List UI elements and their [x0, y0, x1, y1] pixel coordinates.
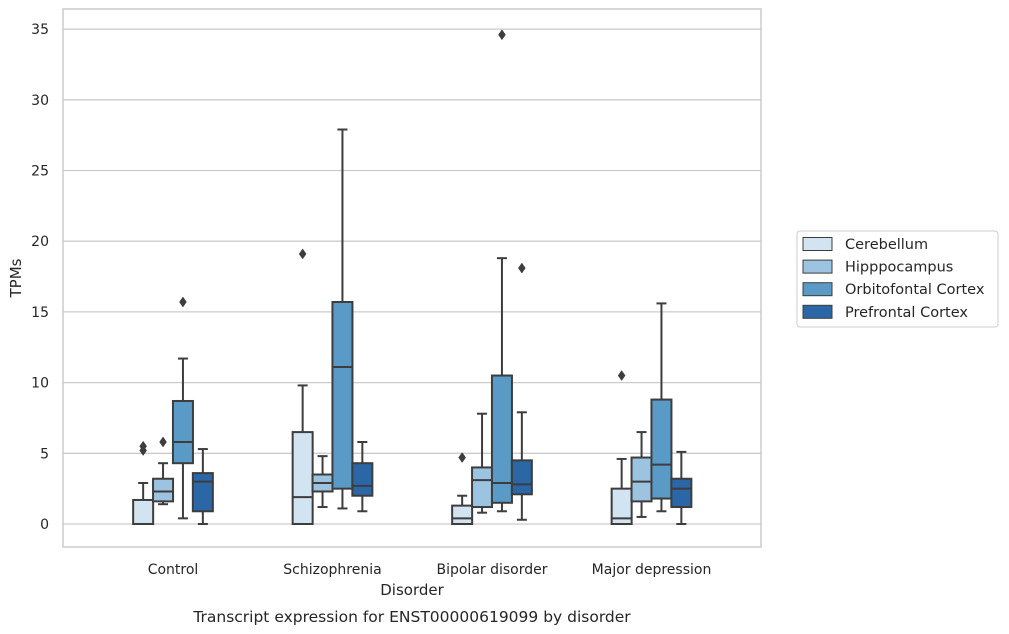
box-body [351, 462, 374, 497]
box-3-0 [191, 448, 214, 525]
legend-swatch-2 [802, 282, 833, 297]
legend-label-3: Prefrontal Cortex [845, 305, 968, 321]
box-body [630, 456, 653, 503]
plot-frame [62, 8, 762, 548]
box-1-1 [311, 455, 334, 509]
y-axis-ticks: 0 5 10 15 20 25 30 35 [31, 22, 49, 533]
x-axis-ticks: Control Schizophrenia Bipolar disorder Majo… [148, 562, 712, 578]
box-1-2 [471, 412, 494, 514]
y-tick-label-1: 5 [40, 446, 49, 462]
box-body [451, 504, 474, 526]
outlier-0 [498, 29, 506, 41]
legend-swatch-3 [802, 304, 833, 319]
box-body [610, 487, 633, 525]
box-3-1 [351, 440, 374, 513]
box-1-3 [630, 431, 653, 518]
box-0-0 [132, 440, 155, 526]
boxplots [132, 29, 693, 526]
legend-swatch-1 [802, 259, 833, 274]
outlier-0 [179, 296, 187, 308]
box-0-3 [610, 370, 633, 525]
legend-swatch-0 [802, 237, 833, 251]
box-body [650, 398, 673, 500]
y-tick-label-5: 25 [31, 164, 49, 180]
outlier-0 [518, 262, 526, 274]
box-body [291, 431, 314, 525]
box-2-2 [490, 29, 513, 513]
outlier-1 [139, 440, 147, 452]
box-3-3 [670, 450, 693, 525]
legend-label-0: Cerebellum [845, 237, 928, 253]
x-tick-label-2: Bipolar disorder [436, 562, 547, 578]
outlier-0 [617, 370, 626, 381]
y-axis-label: TPMs [7, 258, 25, 298]
x-tick-label-1: Schizophrenia [283, 562, 381, 578]
outlier-0 [458, 452, 466, 463]
box-body [191, 472, 214, 513]
box-0-1 [291, 248, 314, 525]
box-body [171, 399, 194, 465]
box-0-2 [451, 452, 474, 526]
box-2-3 [650, 302, 673, 513]
outlier-0 [298, 248, 307, 260]
box-body [490, 374, 513, 504]
box-body [510, 459, 533, 496]
x-axis-label: Disorder [380, 581, 444, 599]
legend: Cerebellum Hipppocampus Orbitofontal Corte… [796, 230, 999, 328]
y-tick-label-6: 30 [31, 93, 49, 109]
chart-caption: Transcript expression for ENST0000061909… [192, 608, 631, 626]
box-3-2 [510, 262, 533, 521]
legend-label-2: Orbitofontal Cortex [845, 282, 985, 298]
outlier-0 [159, 436, 167, 448]
box-body [670, 477, 693, 509]
x-tick-label-3: Major depression [592, 562, 712, 578]
box-body [471, 466, 494, 509]
box-2-1 [331, 128, 354, 510]
y-tick-label-3: 15 [31, 305, 49, 321]
box-body [331, 301, 354, 490]
legend-frame [796, 230, 999, 328]
box-body [132, 498, 155, 526]
box-2-0 [171, 296, 194, 520]
y-tick-label-0: 0 [40, 517, 49, 533]
y-tick-label-7: 35 [31, 22, 49, 38]
x-tick-label-0: Control [148, 562, 199, 578]
legend-label-1: Hipppocampus [845, 260, 953, 276]
box-body [152, 477, 175, 503]
y-tick-label-2: 10 [31, 376, 49, 392]
box-1-0 [152, 436, 175, 506]
y-tick-label-4: 20 [31, 234, 49, 250]
